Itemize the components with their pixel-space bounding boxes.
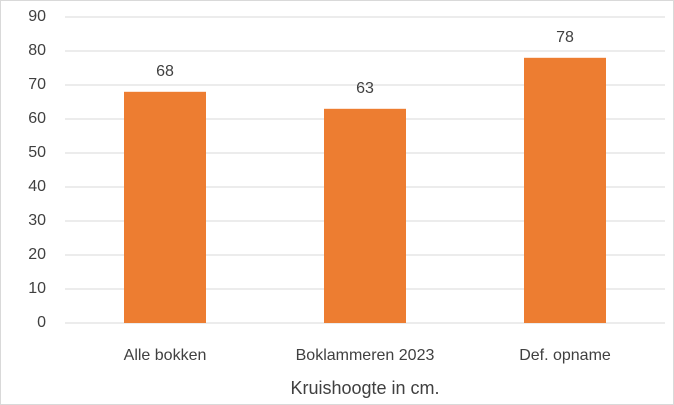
data-label: 63 xyxy=(356,80,374,97)
y-tick-label: 0 xyxy=(37,314,46,331)
x-tick-label: Def. opname xyxy=(519,347,611,364)
x-axis-title: Kruishoogte in cm. xyxy=(290,378,439,398)
bar xyxy=(524,57,606,324)
y-tick-label: 10 xyxy=(28,280,46,297)
x-tick-label: Alle bokken xyxy=(124,347,207,364)
y-tick-label: 30 xyxy=(28,212,46,229)
y-tick-label: 50 xyxy=(28,144,46,161)
bar xyxy=(324,108,406,323)
data-label: 78 xyxy=(556,29,574,46)
y-tick-label: 90 xyxy=(28,8,46,25)
data-label: 68 xyxy=(156,63,174,80)
y-tick-label: 80 xyxy=(28,42,46,59)
x-tick-label: Boklammeren 2023 xyxy=(296,347,435,364)
y-tick-label: 70 xyxy=(28,76,46,93)
bar xyxy=(124,91,206,323)
y-tick-label: 40 xyxy=(28,178,46,195)
y-tick-label: 20 xyxy=(28,246,46,263)
y-tick-label: 60 xyxy=(28,110,46,127)
